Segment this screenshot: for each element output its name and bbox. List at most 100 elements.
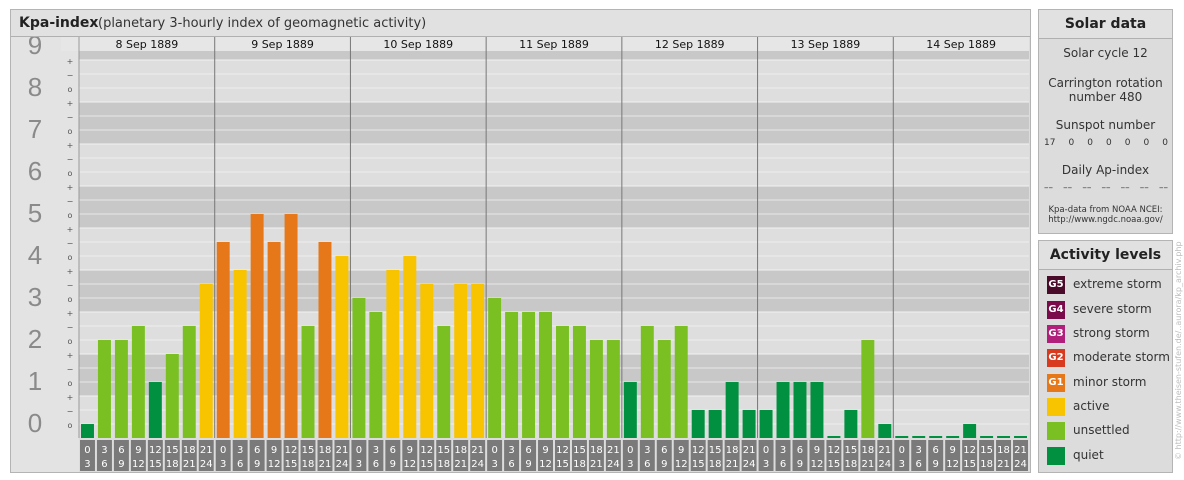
- sunspot-value: 0: [1143, 138, 1150, 148]
- plot-band: [79, 51, 1029, 60]
- x-interval-cell: [1013, 440, 1028, 471]
- y-subtick-label: +: [67, 183, 74, 192]
- x-interval-end-label: 12: [268, 459, 281, 470]
- plot-band: [79, 228, 1029, 270]
- x-interval-end-label: 6: [780, 459, 786, 470]
- x-interval-end-label: 9: [118, 459, 124, 470]
- x-interval-cell: [181, 440, 197, 471]
- x-interval-end-label: 9: [933, 459, 939, 470]
- x-interval-end-label: 3: [220, 459, 226, 470]
- y-subtick-label: −: [67, 323, 74, 332]
- legend-item-severe-storm: G4 severe storm: [1045, 301, 1169, 319]
- x-interval-cell: [555, 440, 570, 471]
- x-interval-end-label: 21: [997, 459, 1010, 470]
- x-interval-cell: [300, 440, 316, 471]
- activity-levels-title: Activity levels: [1039, 241, 1172, 270]
- ap-value: ––: [1120, 183, 1130, 193]
- plot-band: [79, 102, 1029, 144]
- x-interval-start-label: 9: [814, 445, 820, 456]
- solar-data-title: Solar data: [1039, 10, 1172, 39]
- x-interval-end-label: 24: [336, 459, 349, 470]
- y-axis-band: [11, 37, 61, 438]
- kp-bar: [97, 340, 111, 438]
- source-note: Kpa-data from NOAA NCEI: http://www.ngdc…: [1039, 205, 1172, 225]
- x-interval-start-label: 21: [607, 445, 620, 456]
- y-tick-label: 1: [28, 366, 42, 396]
- x-interval-end-label: 24: [607, 459, 620, 470]
- x-interval-end-label: 9: [390, 459, 396, 470]
- x-interval-end-label: 3: [356, 459, 362, 470]
- kp-bar: [403, 256, 417, 438]
- x-interval-start-label: 12: [420, 445, 433, 456]
- x-interval-end-label: 18: [709, 459, 722, 470]
- kp-bar: [878, 424, 892, 438]
- activity-levels-panel: Activity levels G5 extreme storm G4 seve…: [1038, 240, 1173, 473]
- kp-bar: [895, 436, 909, 438]
- sunspot-value: 0: [1068, 138, 1075, 148]
- x-interval-end-label: 12: [675, 459, 688, 470]
- kp-bar: [199, 283, 213, 438]
- legend-swatch-active: [1047, 398, 1065, 416]
- x-interval-end-label: 9: [254, 459, 260, 470]
- x-interval-end-label: 12: [811, 459, 824, 470]
- x-interval-start-label: 0: [899, 445, 905, 456]
- x-interval-start-label: 18: [319, 445, 332, 456]
- x-interval-cell: [707, 440, 723, 471]
- kp-bar: [488, 298, 502, 438]
- x-interval-cell: [198, 440, 214, 471]
- source-link[interactable]: http://www.ngdc.noaa.gov/: [1048, 215, 1163, 225]
- x-interval-end-label: 3: [627, 459, 633, 470]
- day-label: 14 Sep 1889: [926, 38, 996, 51]
- x-interval-end-label: 6: [916, 459, 922, 470]
- sunspot-value: 0: [1087, 138, 1093, 148]
- x-interval-end-label: 15: [828, 459, 841, 470]
- x-interval-cell: [673, 440, 689, 471]
- x-interval-start-label: 9: [678, 445, 684, 456]
- chart-title: Kpa-index: [19, 15, 99, 31]
- carrington-line-1: Carrington rotation: [1048, 76, 1163, 90]
- legend-label: minor storm: [1073, 375, 1147, 389]
- y-subtick-label: o: [68, 211, 73, 220]
- x-interval-start-label: 18: [726, 445, 739, 456]
- x-interval-end-label: 9: [525, 459, 531, 470]
- x-interval-cell: [453, 440, 469, 471]
- day-label: 12 Sep 1889: [655, 38, 725, 51]
- x-interval-start-label: 9: [949, 445, 955, 456]
- kp-bar: [759, 409, 773, 438]
- x-interval-end-label: 15: [149, 459, 162, 470]
- kp-bar: [420, 283, 434, 438]
- x-interval-cell: [215, 440, 231, 471]
- kp-bar: [386, 270, 400, 438]
- x-interval-cell: [843, 440, 859, 471]
- kp-bar: [606, 340, 620, 438]
- kp-bar: [776, 382, 790, 438]
- y-subtick-label: +: [67, 351, 74, 360]
- x-interval-start-label: 18: [590, 445, 603, 456]
- x-interval-start-label: 0: [220, 445, 226, 456]
- x-interval-cell: [147, 440, 163, 471]
- kp-bar: [522, 312, 536, 438]
- legend-item-active: active: [1045, 398, 1169, 416]
- x-interval-cell: [945, 440, 961, 471]
- legend-label: moderate storm: [1073, 350, 1170, 364]
- x-interval-start-label: 15: [166, 445, 179, 456]
- x-interval-start-label: 3: [508, 445, 514, 456]
- x-interval-cell: [979, 440, 995, 471]
- x-interval-start-label: 12: [828, 445, 841, 456]
- kp-bar: [352, 298, 366, 438]
- kp-bar: [589, 340, 603, 438]
- x-interval-cell: [860, 440, 876, 471]
- x-interval-cell: [639, 440, 655, 471]
- legend-swatch-quiet: [1047, 447, 1065, 465]
- x-interval-start-label: 21: [878, 445, 891, 456]
- x-interval-cell: [113, 440, 129, 471]
- x-interval-end-label: 12: [539, 459, 552, 470]
- legend-swatch-g3: G3: [1047, 325, 1065, 343]
- x-interval-cell: [385, 440, 401, 471]
- y-tick-label: 6: [28, 156, 42, 186]
- plot-band: [79, 60, 1029, 102]
- x-interval-cell: [758, 440, 774, 471]
- x-interval-cell: [164, 440, 180, 471]
- x-interval-end-label: 21: [454, 459, 467, 470]
- kp-bar: [114, 340, 128, 438]
